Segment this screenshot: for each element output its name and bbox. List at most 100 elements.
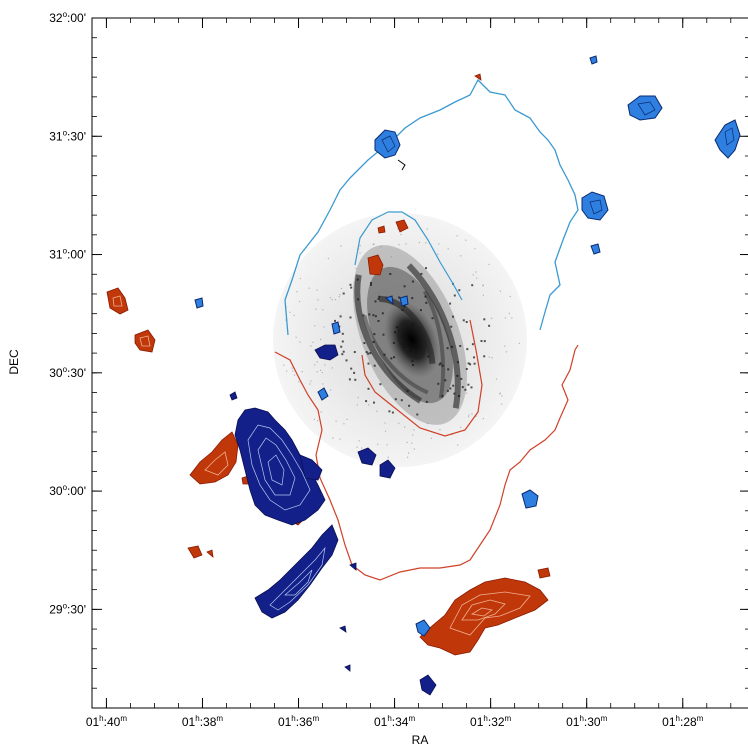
optical-speckle bbox=[309, 383, 311, 385]
small-dark-arc bbox=[397, 159, 406, 171]
optical-speckle bbox=[418, 241, 420, 244]
optical-speckle bbox=[392, 341, 395, 344]
optical-speckle bbox=[289, 311, 291, 313]
optical-speckle bbox=[365, 400, 368, 403]
optical-speckle bbox=[451, 345, 453, 348]
optical-speckle bbox=[373, 333, 376, 336]
optical-speckle bbox=[413, 429, 415, 431]
optical-speckle bbox=[473, 356, 475, 359]
optical-speckle bbox=[458, 289, 461, 292]
optical-speckle bbox=[383, 353, 386, 356]
optical-speckle bbox=[499, 393, 501, 395]
optical-speckle bbox=[473, 362, 476, 365]
optical-speckle bbox=[285, 319, 287, 321]
optical-speckle bbox=[391, 411, 394, 414]
optical-speckle bbox=[380, 246, 382, 248]
optical-speckle bbox=[480, 340, 483, 342]
optical-speckle bbox=[293, 314, 295, 316]
optical-speckle bbox=[308, 287, 310, 289]
optical-speckle bbox=[412, 364, 414, 366]
optical-speckle bbox=[314, 325, 316, 327]
optical-speckle bbox=[411, 442, 413, 444]
optical-speckle bbox=[401, 309, 404, 311]
optical-speckle bbox=[446, 347, 449, 350]
optical-speckle bbox=[452, 315, 454, 318]
optical-speckle bbox=[499, 290, 501, 292]
outer-contour-red bbox=[274, 344, 579, 581]
optical-speckle bbox=[488, 324, 491, 327]
optical-speckle bbox=[471, 284, 474, 287]
optical-speckle bbox=[509, 295, 511, 298]
optical-speckle bbox=[340, 287, 343, 289]
optical-speckle bbox=[397, 228, 399, 230]
blueshifted-clouds-dark bbox=[229, 344, 437, 696]
optical-speckle bbox=[316, 371, 318, 373]
optical-speckle bbox=[390, 357, 393, 360]
optical-speckle bbox=[459, 345, 462, 347]
optical-speckle bbox=[342, 292, 345, 295]
optical-speckle bbox=[363, 342, 366, 344]
optical-speckle bbox=[404, 426, 406, 428]
optical-speckle bbox=[321, 372, 323, 374]
optical-speckle bbox=[331, 299, 333, 301]
optical-speckle bbox=[409, 350, 411, 353]
optical-speckle bbox=[317, 299, 319, 301]
plot-frame bbox=[91, 17, 748, 709]
optical-speckle bbox=[491, 357, 493, 359]
optical-speckle bbox=[296, 291, 298, 293]
optical-speckle bbox=[343, 423, 345, 425]
optical-speckle bbox=[406, 389, 409, 392]
optical-speckle bbox=[353, 371, 356, 374]
optical-speckle bbox=[377, 320, 380, 322]
optical-speckle bbox=[465, 239, 467, 241]
optical-speckle bbox=[426, 228, 428, 230]
optical-speckle bbox=[488, 356, 490, 358]
optical-speckle bbox=[349, 283, 352, 286]
optical-speckle bbox=[482, 418, 484, 420]
optical-speckle bbox=[420, 272, 423, 275]
optical-speckle bbox=[317, 420, 319, 422]
optical-speckle bbox=[382, 333, 385, 336]
x-tick-labels: 01h:40m 01h:38m 01h:36m 01h:34m 01h:32m 01h:3… bbox=[86, 714, 704, 729]
optical-speckle bbox=[377, 297, 380, 300]
optical-speckle bbox=[447, 368, 450, 371]
optical-speckle bbox=[400, 233, 402, 236]
optical-speckle bbox=[386, 444, 388, 446]
optical-speckle bbox=[365, 351, 368, 354]
optical-speckle bbox=[324, 364, 326, 366]
optical-speckle bbox=[469, 363, 472, 366]
optical-speckle bbox=[339, 294, 341, 296]
optical-speckle bbox=[482, 285, 484, 287]
optical-speckle bbox=[441, 394, 444, 397]
optical-speckle bbox=[401, 343, 404, 346]
optical-speckle bbox=[367, 362, 370, 365]
optical-speckle bbox=[466, 348, 469, 351]
axis-ticks bbox=[92, 17, 748, 709]
optical-speckle bbox=[320, 338, 322, 341]
optical-speckle bbox=[453, 294, 456, 297]
optical-speckle bbox=[398, 244, 400, 246]
optical-speckle bbox=[511, 317, 513, 319]
optical-speckle bbox=[368, 313, 371, 316]
optical-speckle bbox=[372, 341, 375, 343]
optical-speckle bbox=[457, 361, 459, 364]
optical-speckle bbox=[330, 389, 332, 391]
optical-speckle bbox=[495, 378, 498, 380]
optical-speckle bbox=[483, 318, 486, 321]
optical-speckle bbox=[384, 430, 387, 432]
optical-speckle bbox=[334, 319, 336, 322]
optical-speckle bbox=[482, 294, 484, 296]
optical-speckle bbox=[467, 362, 470, 365]
optical-speckle bbox=[468, 416, 470, 418]
optical-speckle bbox=[356, 278, 359, 281]
optical-speckle bbox=[472, 274, 474, 276]
optical-speckle bbox=[461, 386, 464, 389]
optical-speckle bbox=[384, 422, 386, 424]
optical-speckle bbox=[357, 397, 359, 399]
optical-speckle bbox=[359, 252, 361, 254]
optical-speckle bbox=[310, 380, 312, 382]
optical-speckle bbox=[467, 383, 470, 386]
optical-speckle bbox=[394, 398, 397, 401]
optical-speckle bbox=[370, 283, 372, 286]
